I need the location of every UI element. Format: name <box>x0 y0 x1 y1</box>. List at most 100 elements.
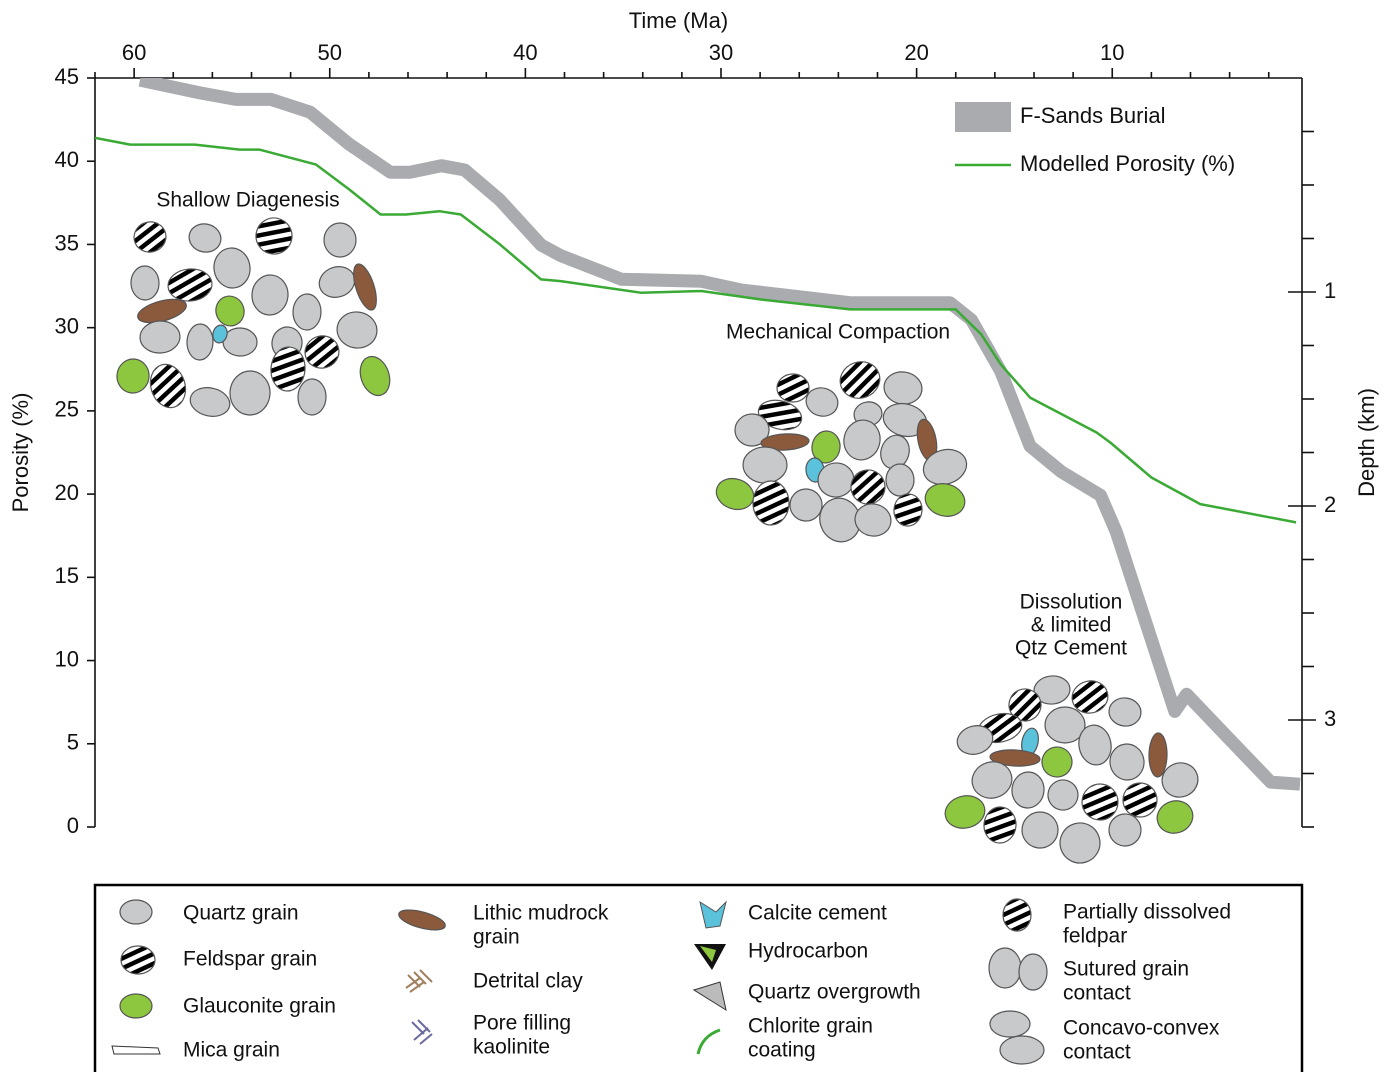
grain <box>839 361 881 399</box>
grain <box>1011 771 1045 809</box>
grain <box>292 293 322 331</box>
grain <box>854 503 892 537</box>
legend-item-label: Detrital clay <box>473 970 583 993</box>
grain <box>1156 800 1194 834</box>
grain <box>843 419 881 461</box>
legend-icon <box>405 969 433 993</box>
grain <box>139 320 181 354</box>
grain <box>318 266 356 298</box>
grain <box>1161 762 1199 798</box>
x-tick-label: 40 <box>513 40 537 65</box>
grain <box>304 335 340 369</box>
grain <box>944 795 986 829</box>
grain <box>336 311 378 349</box>
legend-item-label: contact <box>1063 1041 1131 1064</box>
grain <box>1078 724 1112 766</box>
legend-icon <box>411 1019 433 1045</box>
annotation: Shallow Diagenesis <box>156 189 339 212</box>
legend-item-label: Pore filling <box>473 1012 571 1035</box>
grain <box>188 223 222 253</box>
grain <box>1148 732 1168 778</box>
legend-item-label: Sutured grain <box>1063 958 1189 981</box>
y-tick-label: 0 <box>67 813 79 838</box>
x-axis-label: Time (Ma) <box>629 8 728 33</box>
legend-item-label: Feldspar grain <box>183 948 317 971</box>
y-tick-label: 25 <box>55 397 79 422</box>
x-tick-label: 50 <box>318 40 342 65</box>
grain <box>715 477 755 511</box>
x-tick-label: 30 <box>709 40 733 65</box>
legend-item-label: Hydrocarbon <box>748 940 868 963</box>
grain <box>133 221 167 253</box>
legend-icon <box>398 909 446 931</box>
calcite-cement <box>212 324 228 344</box>
legend-icon <box>699 900 727 929</box>
grain <box>752 480 790 526</box>
y-tick-label: 40 <box>55 147 79 172</box>
legend-icon <box>111 1045 161 1055</box>
grain <box>811 430 841 464</box>
y-axis-label: Porosity (%) <box>8 393 33 513</box>
legend-item-label: Lithic mudrock <box>473 902 609 925</box>
legend-icon <box>120 945 156 975</box>
grain <box>189 387 231 417</box>
y2-tick-label: 3 <box>1324 706 1336 731</box>
grain <box>1008 688 1042 722</box>
legend-icon <box>119 993 153 1019</box>
legend-icon <box>692 981 727 1012</box>
grain <box>1071 680 1109 714</box>
grain <box>776 373 810 403</box>
legend-label: F-Sands Burial <box>1020 103 1166 128</box>
grain <box>213 247 251 289</box>
grain <box>1108 813 1142 847</box>
legend-icon <box>1002 898 1032 932</box>
legend-item-label: feldpar <box>1063 925 1127 948</box>
grain <box>885 463 915 497</box>
annotation: Dissolution <box>1020 591 1123 614</box>
grain <box>983 806 1017 844</box>
grain <box>1081 783 1119 821</box>
grain <box>215 295 245 327</box>
grain <box>137 298 187 324</box>
legend-item-label: Calcite cement <box>748 902 887 925</box>
annotation: Mechanical Compaction <box>726 321 950 344</box>
y-tick-label: 45 <box>55 64 79 89</box>
y-tick-label: 30 <box>55 313 79 338</box>
grain <box>359 355 391 397</box>
grain <box>130 265 160 301</box>
legend-icon <box>700 946 716 962</box>
x-tick-label: 20 <box>904 40 928 65</box>
legend-item-label: Quartz grain <box>183 902 299 925</box>
grain <box>1041 746 1073 778</box>
legend-item-label: Quartz overgrowth <box>748 981 921 1004</box>
legend-item-label: Mica grain <box>183 1039 280 1062</box>
legend-icon <box>696 1028 721 1055</box>
legend-box <box>93 883 1304 1072</box>
grain <box>893 493 923 527</box>
grain <box>989 749 1041 767</box>
grain <box>883 371 923 405</box>
grain <box>805 387 839 417</box>
legend-item-label: coating <box>748 1039 816 1062</box>
grain <box>353 263 377 311</box>
legend-item-label: Concavo-convex <box>1063 1017 1220 1040</box>
y2-tick-label: 2 <box>1324 492 1336 517</box>
legend-icon <box>989 1010 1031 1038</box>
legend-item-label: contact <box>1063 982 1131 1005</box>
grain <box>742 446 788 484</box>
grain <box>1059 822 1101 864</box>
grain <box>850 469 886 505</box>
y-tick-label: 35 <box>55 230 79 255</box>
grain <box>922 448 968 486</box>
grain <box>229 370 271 416</box>
grain <box>116 358 150 394</box>
grain <box>167 268 213 302</box>
grain <box>924 483 966 517</box>
grain <box>1108 697 1142 727</box>
grain <box>1044 706 1086 744</box>
grain <box>255 217 293 255</box>
legend-swatch <box>955 102 1011 132</box>
porosity-line <box>95 136 1297 524</box>
legend-item-label: Glauconite grain <box>183 995 336 1018</box>
